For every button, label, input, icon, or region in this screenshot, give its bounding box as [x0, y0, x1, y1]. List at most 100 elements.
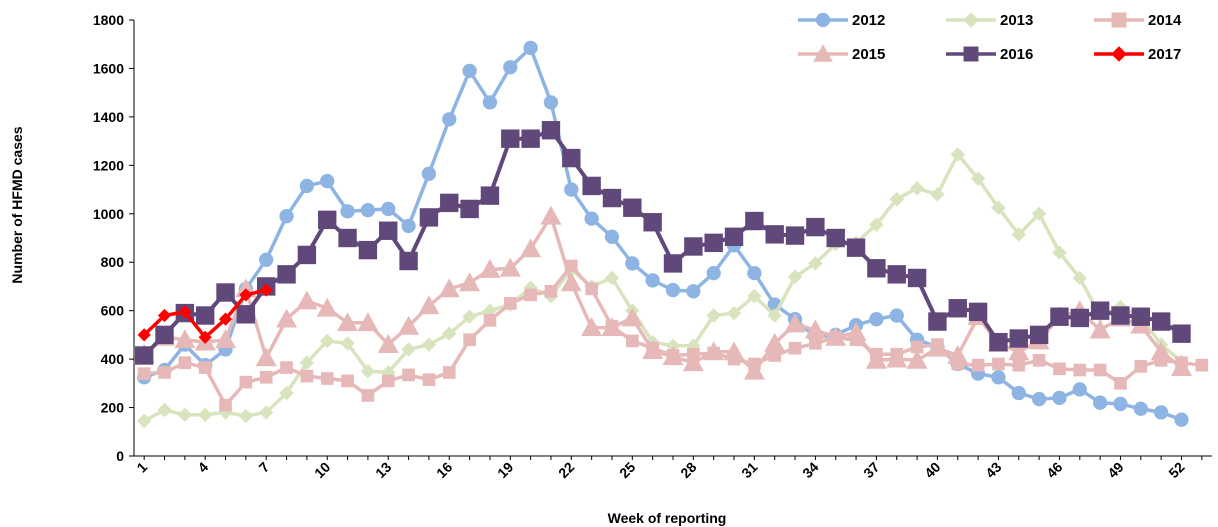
data-point-2012 — [564, 182, 579, 197]
data-point-2016 — [745, 211, 764, 231]
data-point-2012 — [1092, 395, 1108, 410]
data-point-2014 — [402, 368, 415, 382]
data-point-2016 — [989, 332, 1008, 352]
data-point-2014 — [422, 373, 436, 387]
data-point-2015 — [1089, 319, 1111, 339]
y-tick-label: 800 — [101, 254, 125, 270]
data-point-2015 — [784, 313, 806, 333]
data-point-2017 — [178, 305, 192, 319]
data-point-2014 — [361, 389, 375, 402]
data-point-2013 — [299, 355, 315, 370]
legend-swatch-marker — [813, 44, 833, 62]
data-point-2012 — [259, 252, 274, 267]
data-point-2012 — [279, 209, 294, 224]
data-point-2016 — [724, 227, 744, 246]
x-tick-label: 7 — [256, 459, 273, 476]
y-tick-label: 1200 — [93, 157, 124, 173]
legend-swatch-marker — [815, 12, 831, 28]
legend-label: 2017 — [1148, 46, 1181, 63]
data-point-2012 — [1133, 401, 1148, 416]
data-point-2015 — [581, 317, 603, 337]
y-tick-label: 600 — [101, 303, 125, 319]
data-point-2012 — [360, 202, 376, 218]
data-point-2013 — [1052, 245, 1067, 260]
series-2012 — [137, 40, 1189, 427]
x-tick-label: 1 — [133, 459, 150, 476]
legend-item-2013: 2013 — [946, 12, 1033, 29]
data-point-2015 — [520, 238, 542, 258]
data-point-2013 — [1031, 206, 1047, 221]
data-point-2015 — [377, 334, 399, 353]
data-point-2015 — [316, 297, 338, 317]
y-tick-label: 400 — [101, 351, 125, 367]
data-point-2012 — [747, 265, 762, 281]
data-point-2015 — [845, 321, 867, 341]
data-point-2016 — [358, 240, 378, 260]
data-point-2014 — [442, 366, 456, 379]
data-point-2013 — [930, 187, 945, 202]
data-point-2014 — [1134, 360, 1148, 373]
data-point-2013 — [869, 217, 884, 232]
legend-label: 2012 — [852, 12, 885, 29]
data-point-2012 — [421, 166, 437, 181]
y-tick-label: 1000 — [93, 206, 124, 222]
data-point-2013 — [157, 402, 172, 418]
data-point-2012 — [462, 63, 477, 79]
data-point-2015 — [276, 308, 298, 328]
data-point-2014 — [910, 340, 924, 354]
data-point-2016 — [948, 299, 967, 318]
legend-swatch-marker — [963, 12, 979, 28]
data-point-2016 — [318, 210, 337, 230]
data-point-2014 — [483, 314, 497, 327]
data-point-2016 — [785, 226, 805, 245]
data-point-2013 — [401, 342, 416, 357]
data-point-2015 — [337, 312, 359, 332]
data-point-2016 — [602, 188, 622, 208]
data-point-2012 — [1011, 385, 1026, 401]
data-point-2015 — [1008, 341, 1030, 361]
data-point-2014 — [1012, 358, 1026, 372]
data-point-2013 — [747, 288, 762, 304]
data-point-2013 — [706, 308, 721, 323]
data-point-2016 — [134, 346, 154, 365]
data-point-2014 — [585, 282, 598, 296]
data-point-2017 — [259, 283, 273, 297]
data-point-2013 — [136, 413, 152, 429]
data-point-2013 — [279, 385, 294, 401]
legend-item-2015: 2015 — [798, 44, 885, 63]
data-point-2012 — [543, 95, 559, 110]
data-point-2015 — [459, 272, 481, 292]
data-point-2012 — [991, 370, 1006, 385]
series-line-2016 — [142, 128, 1183, 357]
data-point-2015 — [804, 319, 826, 339]
data-point-2014 — [178, 356, 192, 370]
data-point-2014 — [768, 349, 782, 362]
data-point-2014 — [1093, 363, 1107, 377]
data-point-2012 — [889, 308, 904, 323]
data-point-2016 — [867, 259, 886, 278]
data-point-2014 — [463, 333, 476, 347]
data-point-2014 — [219, 398, 232, 412]
data-point-2014 — [280, 361, 293, 374]
data-point-2016 — [1029, 325, 1049, 345]
data-point-2014 — [809, 337, 822, 350]
data-point-2015 — [662, 346, 684, 366]
data-point-2015 — [703, 341, 725, 361]
data-point-2016 — [1009, 329, 1028, 348]
data-point-2016 — [907, 268, 927, 288]
data-point-2016 — [1172, 324, 1191, 343]
data-point-2013 — [442, 326, 457, 341]
data-point-2015 — [886, 348, 908, 368]
legend-label: 2015 — [852, 46, 885, 63]
data-point-2016 — [663, 254, 683, 273]
data-point-2015 — [1150, 341, 1172, 361]
legend-item-2016: 2016 — [946, 46, 1033, 63]
data-point-2013 — [991, 200, 1006, 215]
data-point-2015 — [947, 344, 969, 364]
data-point-2016 — [928, 312, 947, 331]
data-point-2015 — [174, 329, 196, 349]
data-point-2012 — [645, 273, 660, 288]
data-point-2015 — [764, 332, 786, 352]
data-point-2016 — [480, 186, 500, 205]
